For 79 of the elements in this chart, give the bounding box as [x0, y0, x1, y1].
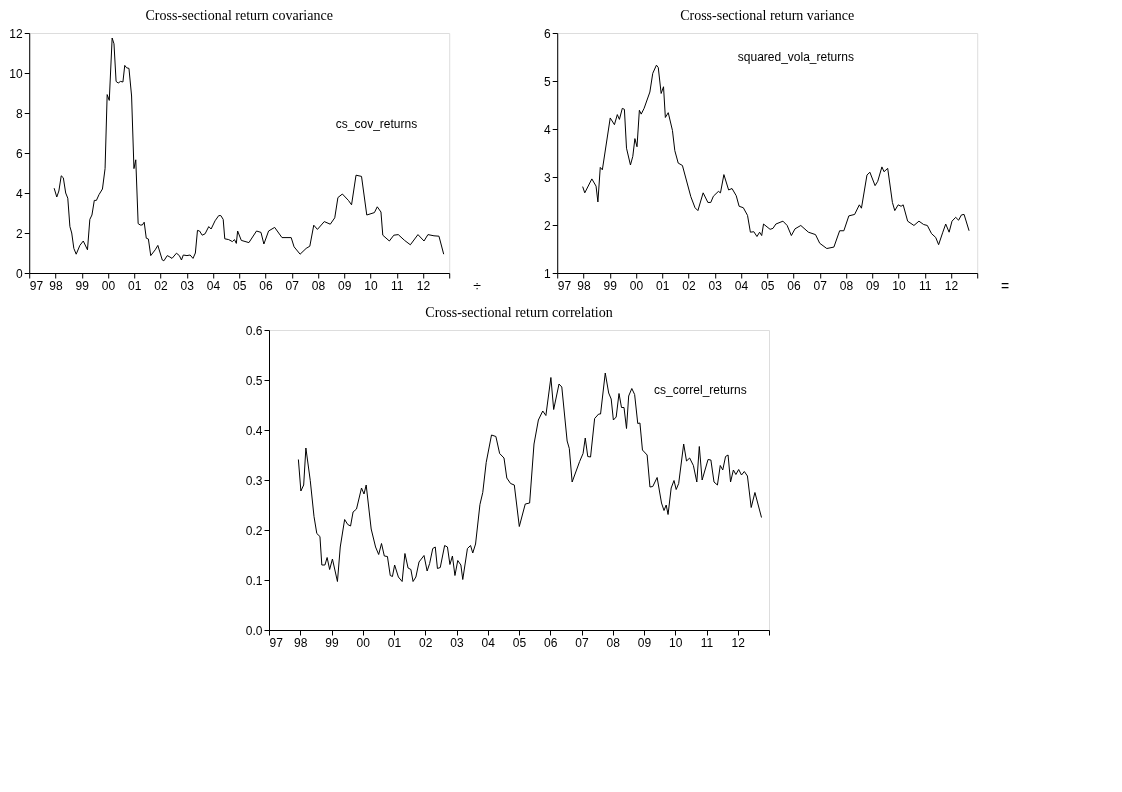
x-tick-label: 06	[544, 635, 558, 650]
x-tick-label: 12	[944, 278, 959, 293]
chart-title: Cross-sectional return variance	[680, 8, 855, 23]
y-tick-label: 0	[16, 266, 24, 281]
x-tick-label: 07	[285, 278, 300, 293]
x-tick-label: 03	[180, 278, 195, 293]
x-tick-label: 04	[481, 635, 496, 650]
series-label: cs_correl_returns	[654, 383, 747, 397]
x-tick-label: 10	[669, 635, 683, 650]
y-tick-label: 4	[16, 186, 24, 201]
x-tick-label: 08	[606, 635, 621, 650]
text: squared_vola_returns	[737, 50, 854, 64]
x-tick-label: 99	[603, 278, 618, 293]
x-tick-label: 11	[918, 278, 932, 293]
x-tick-label: 98	[49, 278, 63, 293]
text: cs_cov_returns	[335, 117, 418, 132]
text: =	[1001, 278, 1010, 294]
y-tick-label: 2	[544, 218, 552, 233]
x-tick-label: 05	[512, 635, 527, 650]
x-tick-label: 12	[731, 635, 746, 650]
x-tick-label: 09	[338, 278, 352, 293]
x-tick-label: 00	[629, 278, 644, 293]
x-tick-label: 12	[416, 278, 431, 293]
y-tick-label: 12	[9, 26, 24, 41]
x-tick-label: 05	[761, 278, 775, 293]
line-series	[297, 372, 762, 582]
line-series	[582, 64, 970, 250]
y-tick-label: 0.0	[245, 623, 263, 638]
y-tick-label: 4	[544, 122, 552, 137]
x-tick-label: 06	[787, 278, 801, 293]
x-tick-label: 99	[75, 278, 90, 293]
x-tick-label: 11	[390, 278, 404, 293]
x-tick-label: 01	[387, 635, 402, 650]
text: ÷	[473, 278, 482, 294]
chart-title: Cross-sectional return correlation	[425, 305, 613, 320]
x-tick-label: 09	[866, 278, 880, 293]
y-tick-label: 6	[16, 146, 24, 161]
y-tick-label: 1	[544, 266, 552, 281]
x-tick-label: 97	[557, 278, 572, 293]
y-tick-label: 0.6	[245, 323, 263, 338]
y-tick-label: 5	[544, 74, 552, 89]
x-tick-label: 10	[364, 278, 378, 293]
x-tick-label: 07	[813, 278, 828, 293]
x-tick-label: 98	[294, 635, 308, 650]
x-tick-label: 00	[101, 278, 116, 293]
x-tick-label: 11	[700, 635, 714, 650]
x-tick-label: 03	[708, 278, 723, 293]
x-tick-label: 01	[656, 278, 670, 293]
x-tick-label: 05	[233, 278, 247, 293]
x-tick-label: 07	[575, 635, 589, 650]
chart-title: Cross-sectional return covariance	[145, 8, 333, 23]
x-tick-label: 99	[325, 635, 339, 650]
x-tick-label: 08	[311, 278, 326, 293]
x-tick-label: 03	[450, 635, 464, 650]
x-tick-label: 06	[259, 278, 273, 293]
y-tick-label: 0.2	[245, 523, 263, 538]
y-tick-label: 3	[544, 170, 552, 185]
x-tick-label: 08	[839, 278, 854, 293]
y-tick-label: 0.3	[245, 473, 263, 488]
x-tick-label: 10	[892, 278, 906, 293]
x-tick-label: 97	[269, 635, 284, 650]
y-tick-label: 6	[544, 26, 552, 41]
x-tick-label: 01	[128, 278, 142, 293]
x-tick-label: 00	[356, 635, 371, 650]
x-tick-label: 98	[577, 278, 591, 293]
x-tick-label: 02	[419, 635, 433, 650]
x-tick-label: 97	[29, 278, 44, 293]
line-series	[53, 37, 445, 262]
y-tick-label: 0.1	[245, 573, 263, 588]
x-tick-label: 02	[682, 278, 696, 293]
y-tick-label: 2	[16, 226, 24, 241]
x-tick-label: 09	[637, 635, 652, 650]
y-tick-label: 10	[9, 66, 24, 81]
x-tick-label: 04	[734, 278, 749, 293]
y-tick-label: 0.5	[245, 373, 263, 388]
x-tick-label: 04	[206, 278, 221, 293]
y-tick-label: 8	[16, 106, 24, 121]
x-tick-label: 02	[154, 278, 168, 293]
y-tick-label: 0.4	[245, 423, 263, 438]
